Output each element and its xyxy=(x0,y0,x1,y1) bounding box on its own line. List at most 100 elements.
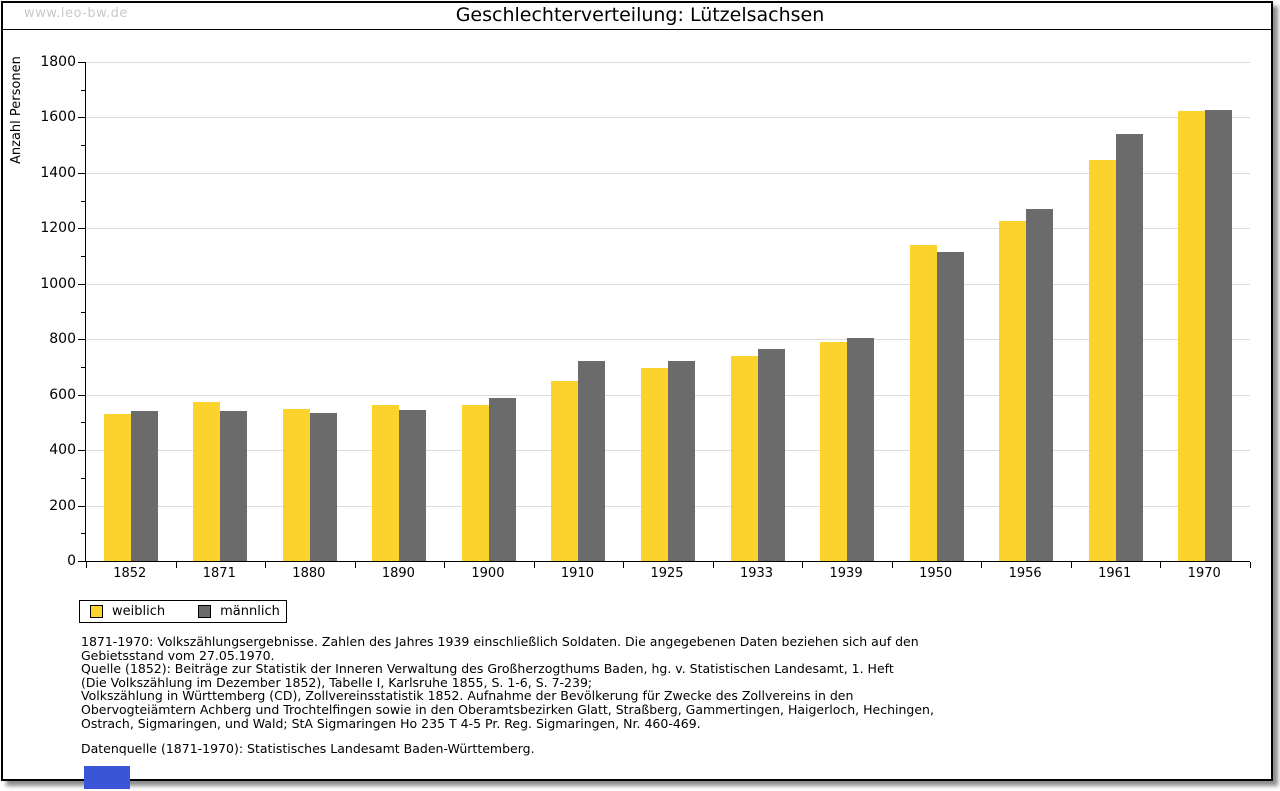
x-tick-label: 1925 xyxy=(650,566,684,581)
footnote: 1871-1970: Volkszählungsergebnisse. Zahl… xyxy=(81,635,934,730)
bar-weiblich-1950 xyxy=(909,244,937,561)
y-axis-major-tick xyxy=(78,228,85,230)
y-axis-major-tick xyxy=(78,117,85,119)
y-axis-major-tick xyxy=(78,339,85,341)
x-axis-tick xyxy=(265,562,267,568)
gridline xyxy=(86,339,1250,341)
watermark: www.leo-bw.de xyxy=(24,6,128,21)
y-tick-label: 600 xyxy=(49,386,76,403)
gridline xyxy=(86,172,1250,174)
x-tick-label: 1939 xyxy=(829,566,863,581)
x-tick-label: 1961 xyxy=(1098,566,1132,581)
y-axis-major-tick xyxy=(78,394,85,396)
bar-weiblich-1961 xyxy=(1088,160,1116,561)
y-axis-minor-tick xyxy=(81,256,85,258)
y-axis-minor-tick xyxy=(81,366,85,368)
x-axis-tick xyxy=(444,562,446,568)
bar-weiblich-1970 xyxy=(1178,111,1206,561)
bar-männlich-1900 xyxy=(488,398,516,561)
bar-weiblich-1939 xyxy=(820,342,848,561)
y-axis-minor-tick xyxy=(81,422,85,424)
bar-männlich-1970 xyxy=(1205,109,1233,561)
legend: weiblich männlich xyxy=(79,600,287,623)
bar-weiblich-1900 xyxy=(461,405,489,561)
x-axis-tick xyxy=(981,562,983,568)
x-tick-label: 1950 xyxy=(919,566,953,581)
x-tick-label: 1880 xyxy=(292,566,326,581)
x-axis-tick xyxy=(1160,562,1162,568)
x-axis-tick xyxy=(712,562,714,568)
bar-weiblich-1871 xyxy=(193,402,221,561)
footnote-line: 1871-1970: Volkszählungsergebnisse. Zahl… xyxy=(81,634,919,649)
footnote-line: Obervogteiämtern Achberg und Trochtelfin… xyxy=(81,701,934,717)
y-tick-label: 1000 xyxy=(40,275,76,292)
y-tick-label: 1200 xyxy=(40,220,76,237)
x-axis-tick xyxy=(891,562,893,568)
y-axis-minor-tick xyxy=(81,89,85,91)
bar-weiblich-1890 xyxy=(372,405,400,561)
datasource-line: Datenquelle (1871-1970): Statistisches L… xyxy=(81,741,535,756)
legend-swatch-maennlich xyxy=(198,605,212,618)
y-tick-label: 1600 xyxy=(40,109,76,126)
x-tick-label: 1910 xyxy=(560,566,594,581)
legend-label-maennlich: männlich xyxy=(220,604,280,619)
x-axis-tick xyxy=(175,562,177,568)
y-axis-major-tick xyxy=(78,62,85,63)
bar-männlich-1961 xyxy=(1115,134,1143,561)
y-axis-major-tick xyxy=(78,450,85,452)
bar-männlich-1956 xyxy=(1026,208,1054,561)
bar-männlich-1880 xyxy=(309,413,337,561)
bar-männlich-1890 xyxy=(399,410,427,561)
bar-männlich-1933 xyxy=(757,348,785,561)
y-axis-minor-tick xyxy=(81,311,85,313)
x-tick-label: 1956 xyxy=(1008,566,1042,581)
x-tick-label: 1900 xyxy=(471,566,505,581)
bar-männlich-1925 xyxy=(668,360,695,561)
plot-area xyxy=(78,62,1251,568)
y-axis-major-tick xyxy=(78,172,85,174)
footnote-line: Ostrach, Sigmaringen, und Wald; StA Sigm… xyxy=(81,715,701,731)
gridline xyxy=(86,228,1250,230)
y-axis-major-tick xyxy=(78,283,85,285)
bar-männlich-1871 xyxy=(220,411,248,561)
bar-weiblich-1852 xyxy=(103,414,131,561)
gridline xyxy=(86,283,1250,285)
x-axis-tick xyxy=(802,562,804,568)
gridline xyxy=(86,62,1250,63)
footnote-line: (Die Volkszählung im Dezember 1852), Tab… xyxy=(81,674,593,690)
y-tick-label: 400 xyxy=(49,442,76,459)
legend-swatch-weiblich xyxy=(90,605,103,618)
x-tick-label: 1890 xyxy=(381,566,415,581)
y-tick-label: 1400 xyxy=(40,164,76,181)
bar-weiblich-1933 xyxy=(730,355,758,561)
highlight-marker xyxy=(84,766,130,789)
x-axis-tick xyxy=(354,562,356,568)
y-axis-minor-tick xyxy=(81,477,85,479)
x-axis-tick xyxy=(623,562,625,568)
x-axis-tick xyxy=(1070,562,1072,568)
y-axis-minor-tick xyxy=(81,200,85,202)
chart-frame xyxy=(1,1,1273,781)
y-axis-minor-tick xyxy=(81,145,85,147)
footnote-line: Quelle (1852): Beiträge zur Statistik de… xyxy=(81,661,894,677)
gridline xyxy=(86,117,1250,119)
bar-männlich-1939 xyxy=(847,337,875,561)
y-tick-label: 800 xyxy=(49,331,76,348)
bar-weiblich-1880 xyxy=(282,409,310,561)
x-axis-tick xyxy=(86,562,87,568)
bar-weiblich-1925 xyxy=(641,368,668,561)
x-tick-label: 1871 xyxy=(202,566,236,581)
page-title: Geschlechterverteilung: Lützelsachsen xyxy=(455,4,825,26)
y-tick-label: 200 xyxy=(49,497,76,514)
y-tick-label: 0 xyxy=(67,553,76,569)
y-axis-minor-tick xyxy=(81,533,85,535)
footnote-line: Gebietsstand vom 27.05.1970. xyxy=(81,647,275,663)
legend-label-weiblich: weiblich xyxy=(112,604,166,619)
bar-weiblich-1910 xyxy=(551,380,579,561)
y-tick-label: 1800 xyxy=(40,54,76,70)
y-axis-major-tick xyxy=(78,561,85,562)
x-axis-tick xyxy=(1250,562,1251,568)
x-tick-label: 1933 xyxy=(739,566,774,581)
x-tick-label: 1852 xyxy=(113,566,147,581)
x-tick-label: 1970 xyxy=(1187,566,1221,581)
